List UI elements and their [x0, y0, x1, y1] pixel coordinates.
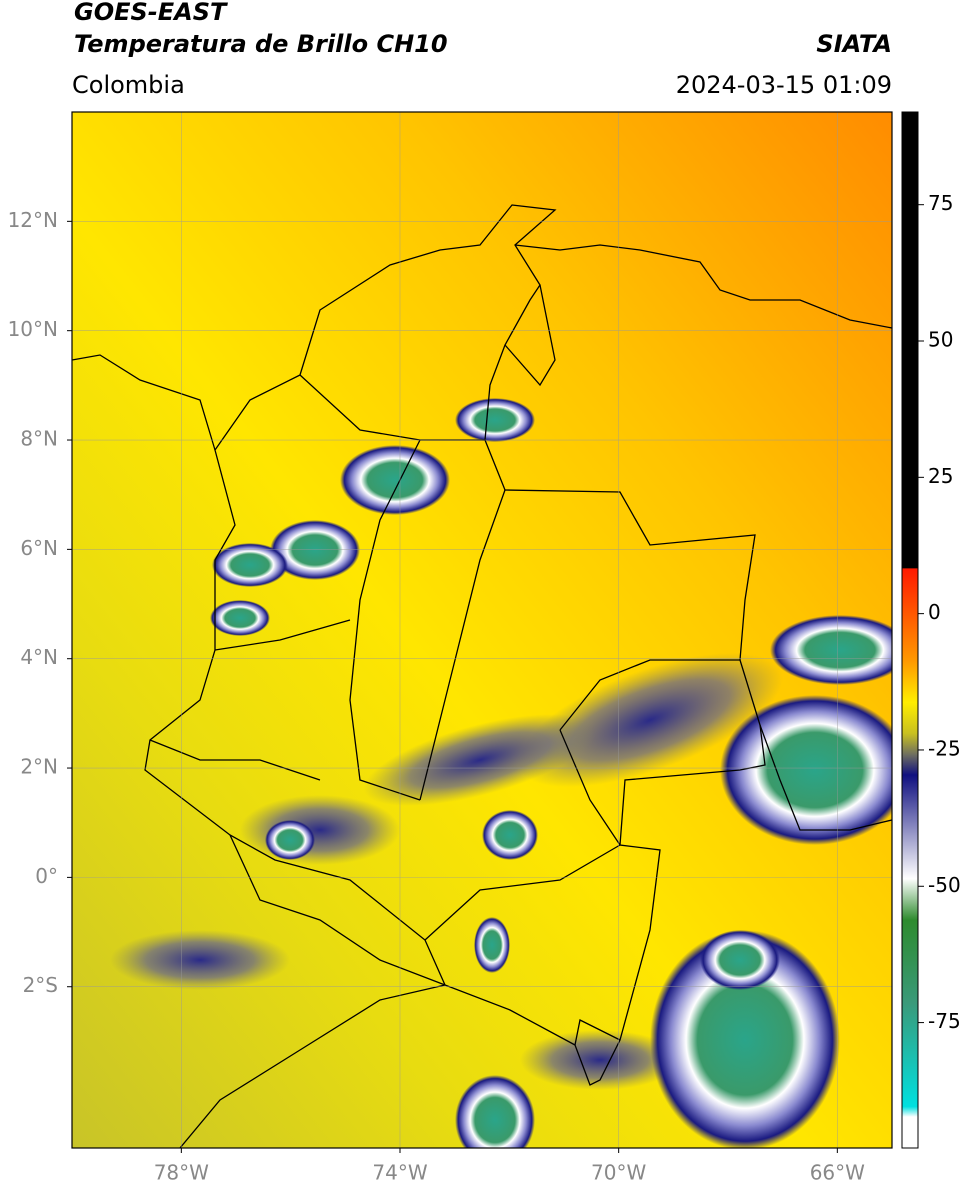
- region: Colombia: [72, 71, 185, 99]
- title: GOES-EAST: [74, 0, 228, 26]
- graticule: [72, 112, 892, 1148]
- source: SIATA: [816, 30, 892, 58]
- colorbar-tick-label: 25: [928, 464, 953, 488]
- subtitle: Temperatura de Brillo CH10: [74, 30, 448, 58]
- colorbar-tick-label: 50: [928, 328, 953, 352]
- y-tick-label: 12°N: [8, 208, 58, 232]
- colorbar-tick-label: -75: [928, 1009, 961, 1033]
- colorbar: [901, 111, 919, 1149]
- colorbar-tick-label: -25: [928, 736, 961, 760]
- y-tick-label: 0°: [35, 864, 58, 888]
- y-tick-label: 10°N: [8, 317, 58, 341]
- y-tick-label: 2°N: [20, 755, 58, 779]
- y-tick-label: 8°N: [20, 427, 58, 451]
- colorbar-tick-label: 0: [928, 600, 941, 624]
- x-tick-label: 70°W: [591, 1161, 646, 1185]
- datetime: 2024-03-15 01:09: [676, 71, 892, 99]
- borders: [72, 204, 892, 1148]
- map-frame: [71, 111, 893, 1149]
- x-tick-label: 78°W: [154, 1161, 209, 1185]
- y-tick-label: 2°S: [23, 973, 58, 997]
- y-tick-label: 4°N: [20, 645, 58, 669]
- x-tick-label: 74°W: [372, 1161, 427, 1185]
- x-tick-label: 66°W: [810, 1161, 865, 1185]
- colorbar-tick-label: 75: [928, 191, 953, 215]
- map: [72, 112, 892, 1148]
- y-tick-label: 6°N: [20, 536, 58, 560]
- colorbar-tick-label: -50: [928, 873, 961, 897]
- storm-cells: [210, 398, 892, 1148]
